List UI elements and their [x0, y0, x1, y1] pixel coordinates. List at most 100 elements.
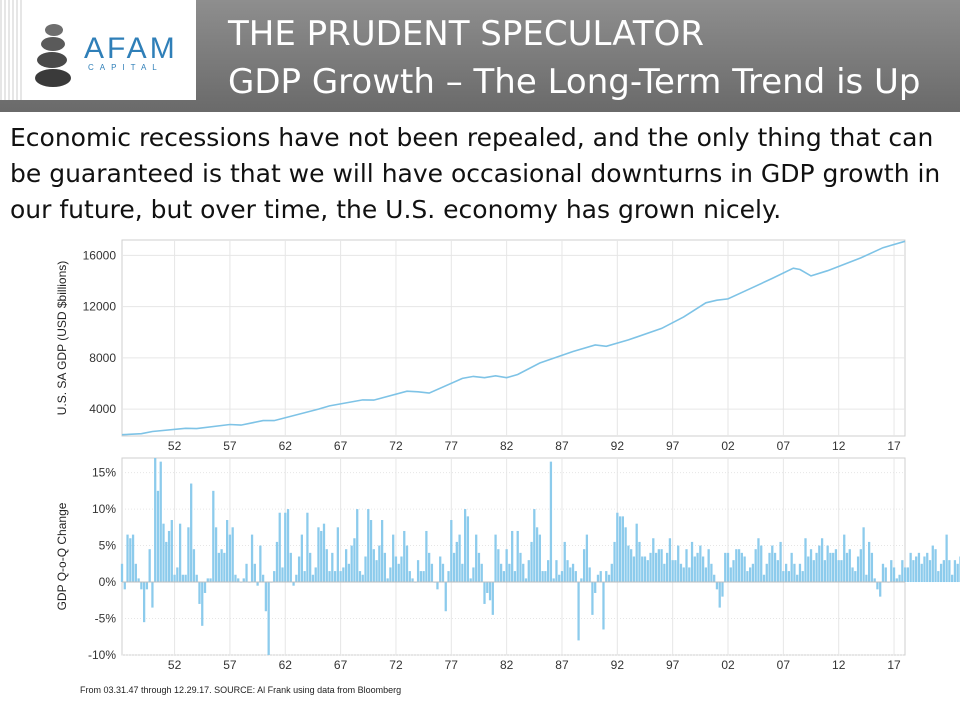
x-tick-label: 67: [334, 439, 348, 453]
x-tick-label: 87: [555, 658, 569, 672]
growth-bar: [632, 556, 636, 583]
growth-bar: [912, 560, 915, 583]
growth-bar: [250, 534, 254, 583]
growth-bar: [923, 556, 926, 583]
x-tick-label: 82: [500, 439, 514, 453]
growth-bar: [851, 567, 854, 583]
growth-bar: [829, 552, 832, 583]
x-tick-label: 17: [887, 439, 901, 453]
growth-bar: [231, 527, 234, 583]
growth-bar: [663, 563, 666, 583]
growth-bar: [461, 563, 464, 583]
growth-bar: [466, 516, 470, 583]
growth-bar: [439, 556, 442, 583]
growth-bar: [926, 552, 929, 583]
growth-bar: [524, 578, 528, 583]
growth-bar: [801, 571, 804, 583]
growth-bar: [735, 549, 738, 583]
growth-bar: [214, 527, 218, 583]
y-tick-label: 4000: [89, 402, 116, 416]
growth-bar: [547, 560, 550, 583]
growth-bar: [577, 582, 580, 641]
growth-bar: [876, 582, 879, 590]
growth-bar: [159, 461, 162, 583]
growth-bar: [560, 571, 564, 583]
growth-bar: [519, 552, 522, 583]
growth-bar: [679, 563, 683, 583]
growth-bar: [881, 563, 885, 583]
growth-bar: [505, 549, 508, 583]
growth-bar: [181, 574, 185, 583]
growth-bar: [156, 490, 160, 583]
x-tick-label: 72: [389, 658, 403, 672]
growth-bar: [934, 549, 937, 583]
x-tick-label: 12: [832, 439, 846, 453]
growth-bar: [892, 567, 896, 583]
growth-bar: [909, 552, 912, 583]
growth-bar: [256, 582, 259, 586]
growth-bar: [297, 556, 301, 583]
growth-bar: [339, 571, 342, 583]
growth-bar: [726, 552, 730, 583]
growth-bar: [796, 574, 799, 583]
growth-bar: [773, 552, 777, 583]
growth-bar: [367, 509, 370, 583]
y-tick-label: 16000: [83, 248, 117, 262]
growth-bar: [737, 549, 741, 583]
growth-bar: [345, 549, 348, 583]
growth-bar: [148, 549, 151, 583]
growth-bar: [190, 483, 193, 583]
growth-bar: [638, 541, 641, 583]
growth-bar: [646, 560, 649, 583]
growth-bar: [906, 567, 910, 583]
growth-bar: [618, 516, 622, 583]
growth-bar: [768, 552, 771, 583]
growth-bar: [516, 530, 519, 583]
growth-bar: [690, 541, 694, 583]
growth-bar: [331, 552, 334, 583]
growth-bar: [771, 545, 774, 583]
x-tick-label: 07: [777, 439, 791, 453]
growth-bar: [472, 567, 475, 583]
growth-bar: [671, 560, 674, 583]
growth-bar: [652, 538, 655, 583]
growth-bar: [206, 578, 209, 583]
growth-bar: [859, 549, 862, 583]
growth-bar: [762, 574, 766, 583]
growth-bar: [347, 563, 351, 583]
plot-area: [121, 457, 906, 656]
growth-bar: [464, 509, 467, 583]
y-tick-label: 10%: [92, 502, 116, 516]
gdp-series-line: [121, 240, 906, 436]
stacked-stones-icon: [35, 24, 71, 87]
growth-bar: [167, 530, 171, 583]
growth-bar: [596, 574, 600, 583]
growth-bar: [486, 582, 489, 593]
growth-bar: [820, 538, 824, 583]
growth-bar: [317, 527, 320, 583]
growth-bar: [397, 563, 400, 583]
growth-bar: [441, 563, 445, 583]
growth-bar: [228, 534, 232, 583]
growth-bar: [582, 549, 586, 583]
x-tick-label: 07: [777, 658, 791, 672]
x-tick-label: 62: [279, 439, 293, 453]
logo-stripe-decoration: [0, 0, 22, 100]
growth-bar: [309, 552, 312, 583]
growth-bar: [234, 574, 237, 583]
growth-bar: [533, 509, 536, 583]
growth-bar: [527, 560, 530, 583]
growth-bar: [732, 560, 735, 583]
growth-bar: [942, 560, 945, 583]
growth-bar: [226, 520, 229, 583]
growth-bar: [154, 458, 157, 583]
growth-bar: [793, 563, 796, 583]
growth-bar: [447, 571, 450, 583]
source-footnote: From 03.31.47 through 12.29.17. SOURCE: …: [80, 685, 402, 695]
growth-bar: [300, 534, 303, 583]
growth-bar: [605, 571, 608, 583]
growth-bar: [436, 582, 439, 590]
growth-bar: [798, 563, 802, 583]
growth-bar: [491, 582, 494, 615]
growth-bar: [815, 552, 818, 583]
